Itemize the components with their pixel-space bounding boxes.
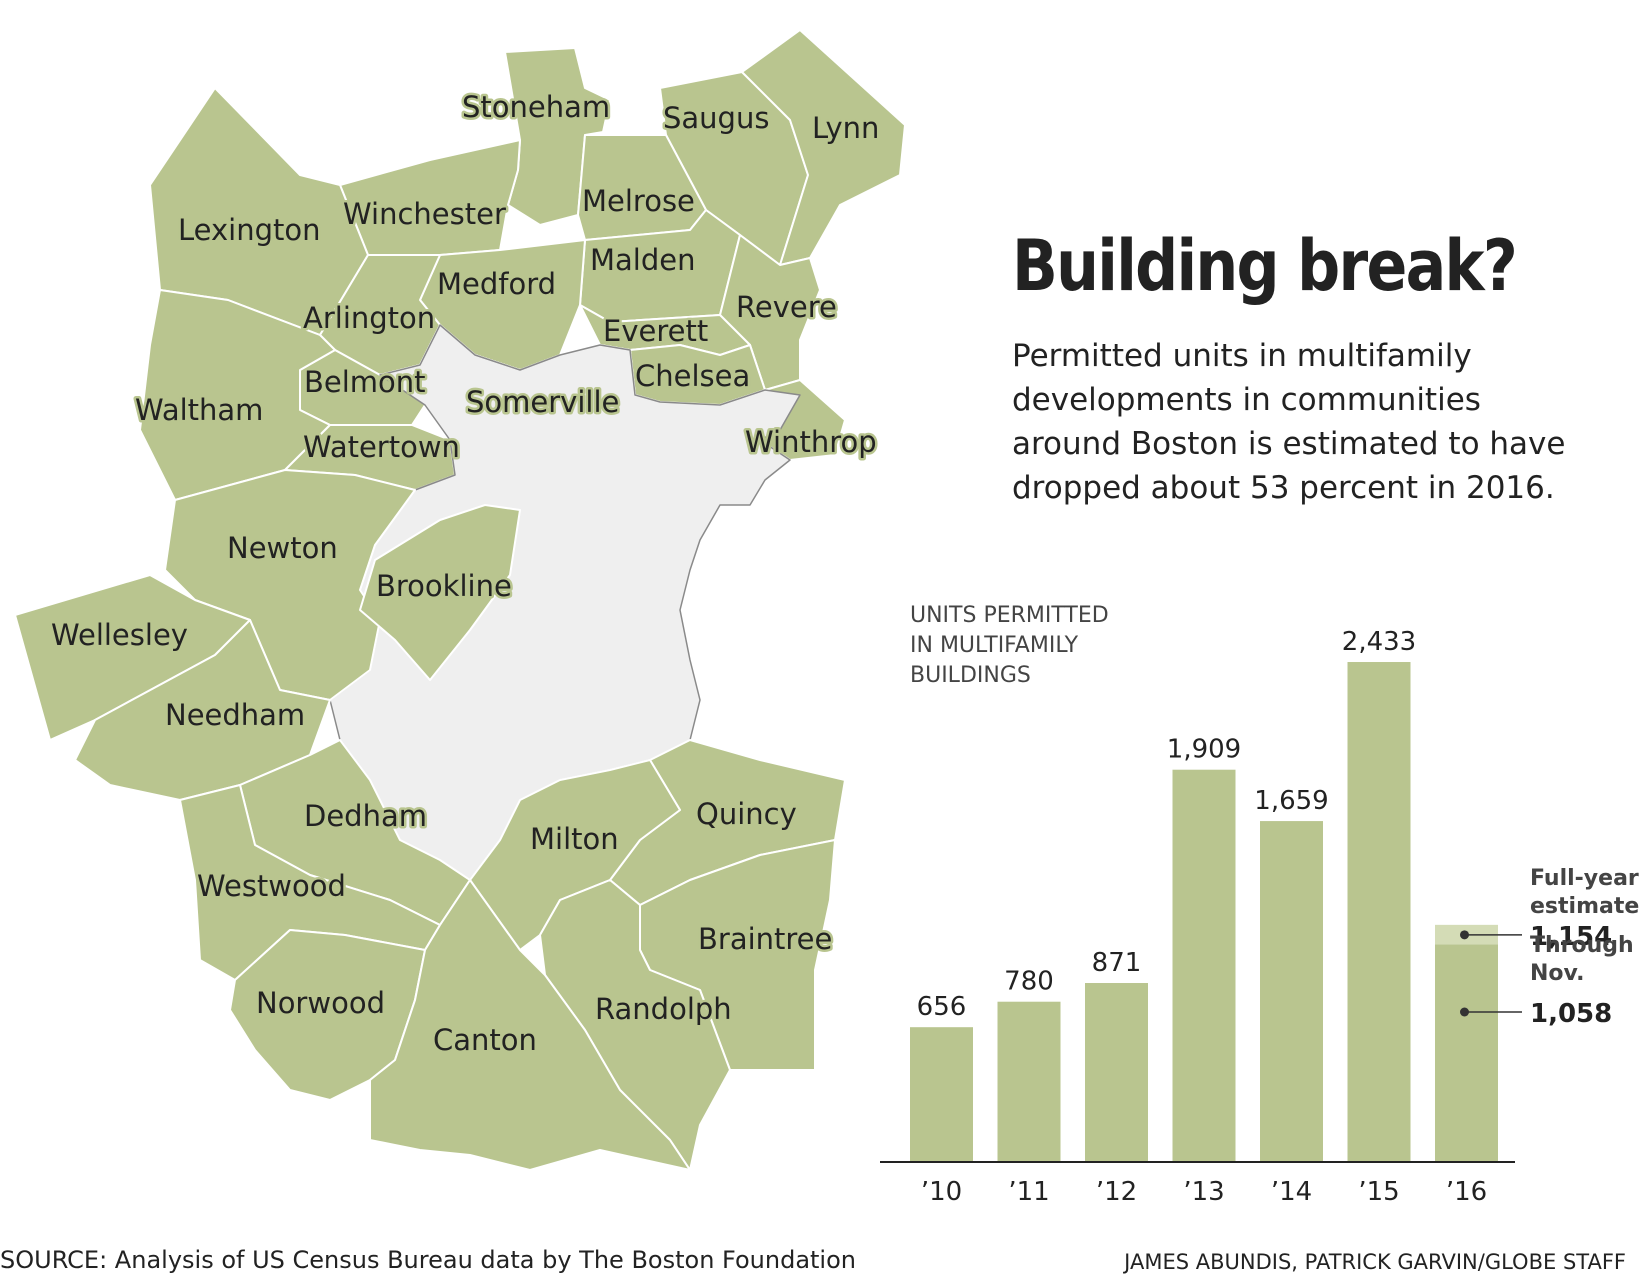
bar-0 [910, 1027, 973, 1162]
bar-6 [1435, 944, 1498, 1162]
town-label-belmont: Belmont [304, 365, 426, 399]
through-nov-value-label: 1,058 [1530, 999, 1612, 1029]
source-note: SOURCE: Analysis of US Census Bureau dat… [0, 1246, 856, 1274]
town-label-quincy: Quincy [696, 797, 797, 831]
full-year-label-line-1: estimate [1530, 894, 1639, 919]
bar-value-label-3: 1,909 [1167, 735, 1241, 765]
chart-title-line-0: UNITS PERMITTED [910, 603, 1109, 628]
bar-value-label-1: 780 [1004, 967, 1054, 997]
town-label-braintree: Braintree [698, 922, 832, 956]
town-map: .town { fill: #b9c58f; stroke: #ffffff; … [14, 29, 905, 1171]
bar-4 [1260, 821, 1323, 1162]
town-label-arlington: Arlington [303, 301, 435, 335]
town-label-dedham: Dedham [304, 799, 427, 833]
town-label-medford: Medford [437, 267, 556, 301]
town-shape-lynn [741, 29, 905, 266]
chart-subtitle: Permitted units in multifamily developme… [1012, 338, 1566, 506]
town-label-milton: Milton [530, 822, 619, 856]
x-tick-label-0: ’10 [921, 1177, 962, 1207]
town-label-saugus: Saugus [663, 101, 769, 135]
town-label-stoneham: Stoneham [462, 90, 610, 124]
town-label-somerville: Somerville [466, 385, 619, 419]
bar-value-label-4: 1,659 [1254, 786, 1328, 816]
x-tick-label-6: ’16 [1446, 1177, 1487, 1207]
bar-2 [1085, 983, 1148, 1162]
chart-headline: Building break? [1012, 225, 1518, 307]
town-label-norwood: Norwood [256, 986, 385, 1020]
x-tick-label-4: ’14 [1271, 1177, 1312, 1207]
town-label-waltham: Waltham [135, 393, 263, 427]
town-label-malden: Malden [590, 243, 695, 277]
full-year-value-label: 1,154 [1530, 922, 1612, 952]
town-label-wellesley: Wellesley [51, 618, 188, 652]
bar-value-label-5: 2,433 [1342, 627, 1416, 657]
town-label-newton: Newton [227, 531, 338, 565]
town-shape-waltham [139, 289, 336, 501]
through-nov-label-line-0: Through [1530, 933, 1634, 958]
bar-3 [1172, 769, 1236, 1162]
town-label-everett: Everett [603, 314, 708, 348]
town-label-revere: Revere [736, 290, 837, 324]
town-label-winchester: Winchester [343, 197, 506, 231]
town-label-lynn: Lynn [812, 111, 879, 145]
bar-chart: UNITS PERMITTED IN MULTIFAMILY BUILDINGS 65… [880, 603, 1639, 1207]
x-tick-label-3: ’13 [1183, 1177, 1224, 1207]
bar-1 [997, 1001, 1061, 1162]
town-label-winthrop: Winthrop [745, 425, 877, 459]
bar-value-label-2: 871 [1092, 948, 1142, 978]
town-shape-brookline [359, 504, 521, 681]
town-label-westwood: Westwood [197, 869, 346, 903]
town-label-watertown: Watertown [303, 430, 460, 464]
through-nov-label-line-1: Nov. [1530, 961, 1584, 986]
town-label-lexington: Lexington [178, 213, 320, 247]
town-label-melrose: Melrose [582, 184, 695, 218]
chart-title-line-1: IN MULTIFAMILY [910, 633, 1079, 658]
town-shape-canton [369, 879, 691, 1171]
x-tick-label-5: ’15 [1358, 1177, 1399, 1207]
x-tick-label-2: ’12 [1096, 1177, 1137, 1207]
town-label-chelsea: Chelsea [635, 359, 750, 393]
bar-5 [1347, 662, 1411, 1162]
chart-title-line-2: BUILDINGS [910, 663, 1031, 688]
bar-value-label-0: 656 [917, 992, 967, 1022]
town-label-brookline: Brookline [376, 569, 512, 603]
town-label-needham: Needham [165, 698, 305, 732]
town-labels: Stoneham Saugus Lynn Winchester Melrose … [49, 88, 882, 1060]
graphic-credit: JAMES ABUNDIS, PATRICK GARVIN/GLOBE STAF… [1124, 1250, 1626, 1274]
town-label-canton: Canton [433, 1023, 537, 1057]
town-label-randolph: Randolph [595, 992, 732, 1026]
x-tick-label-1: ’11 [1008, 1177, 1049, 1207]
full-year-label-line-0: Full-year [1530, 866, 1639, 891]
town-shapes [14, 29, 905, 1171]
